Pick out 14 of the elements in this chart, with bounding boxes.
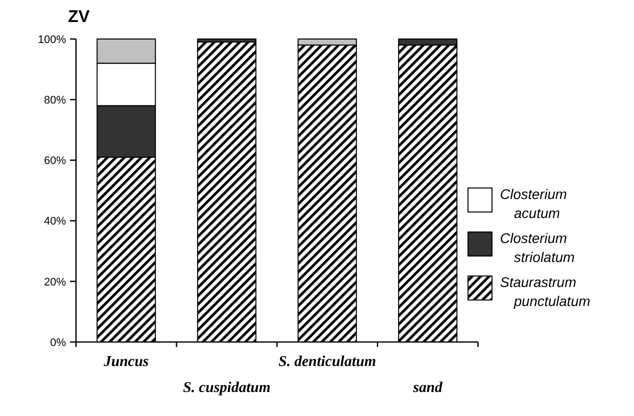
x-tick-label: S. denticulatum — [278, 354, 376, 370]
y-tick-label: 60% — [44, 155, 66, 168]
x-tick-label: sand — [412, 380, 443, 396]
x-tick-label: S. cuspidatum — [182, 380, 271, 396]
x-tick-label: Juncus — [102, 354, 149, 370]
y-tick-label: 40% — [44, 216, 66, 228]
y-tick-label: 0% — [50, 336, 66, 349]
legend-label: Staurastrum punctulatum — [500, 274, 591, 309]
legend-label: Closterium acutum — [500, 186, 568, 221]
y-tick-label: 100% — [38, 34, 66, 46]
chart-title: ZV — [68, 7, 90, 26]
y-tick-label: 20% — [44, 276, 66, 288]
y-tick-label: 80% — [44, 94, 66, 106]
legend-label: Closterium striolatum — [500, 230, 576, 265]
